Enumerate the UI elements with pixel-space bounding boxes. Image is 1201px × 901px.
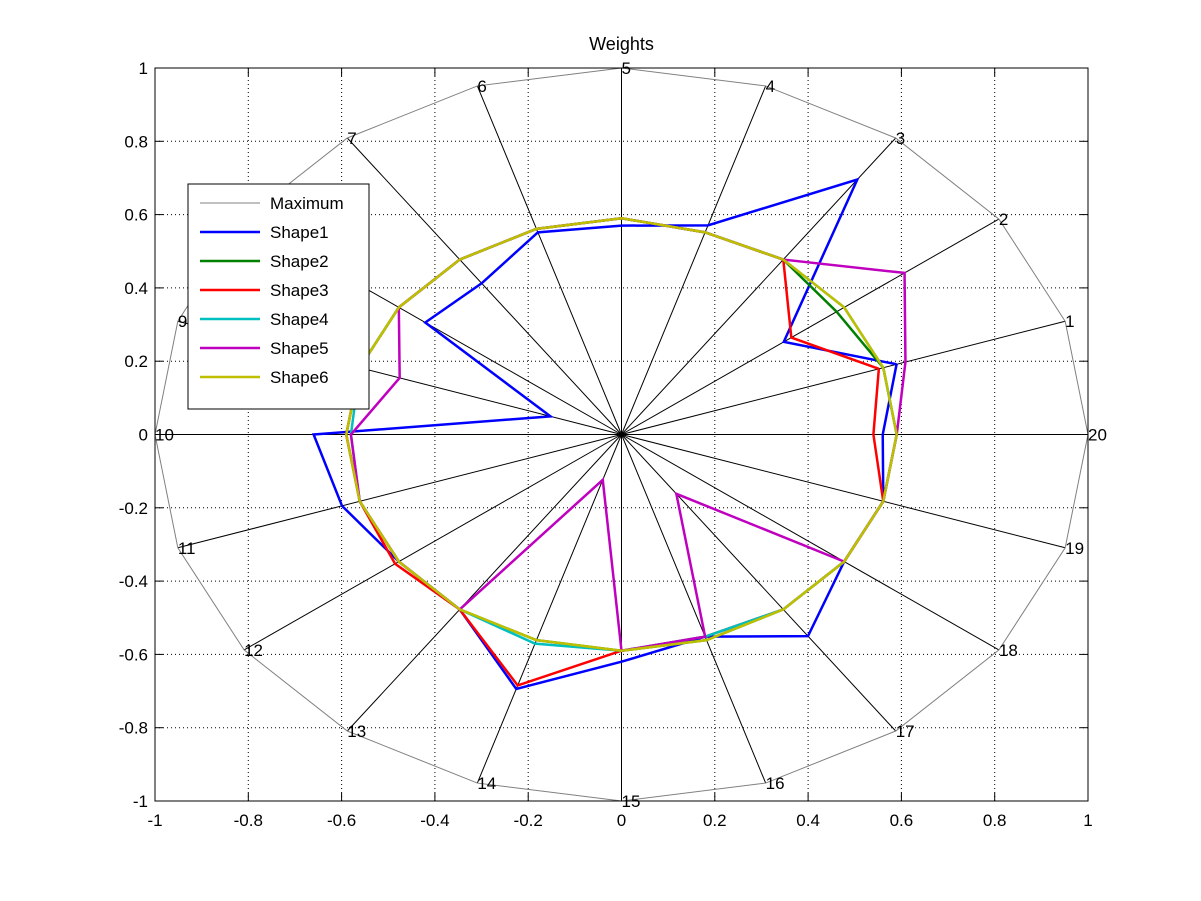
y-tick-label-2: -0.6 xyxy=(119,645,148,664)
spoke-label-7: 7 xyxy=(347,129,356,148)
spoke-13 xyxy=(346,434,622,732)
y-tick-label-6: 0.2 xyxy=(124,352,148,371)
spoke-label-6: 6 xyxy=(477,77,486,96)
spoke-label-11: 11 xyxy=(178,539,196,558)
x-tick-label-5: 0 xyxy=(617,811,626,830)
spoke-label-20: 20 xyxy=(1088,426,1107,445)
legend: Maximum Shape1 Shape2 Shape3 Shape4 Shape5 Sha… xyxy=(187,183,370,410)
spoke-18 xyxy=(621,434,1000,651)
spoke-16 xyxy=(621,434,767,784)
spoke-label-1: 1 xyxy=(1065,312,1074,331)
y-tick-label-3: -0.4 xyxy=(119,572,148,591)
x-axis-ticks: -1 -0.8 -0.6 -0.4 -0.2 0 0.2 0.4 0.6 0.8 1 xyxy=(147,68,1093,830)
legend-label-shape3: Shape3 xyxy=(270,281,329,300)
x-tick-label-1: -0.8 xyxy=(234,811,263,830)
spoke-label-3: 3 xyxy=(896,129,905,148)
x-tick-label-10: 1 xyxy=(1083,811,1092,830)
spoke-labels: 1234567891011121314151617181920 xyxy=(155,59,1107,811)
spoke-label-10: 10 xyxy=(155,426,174,445)
legend-label-shape2: Shape2 xyxy=(270,252,329,271)
y-tick-label-0: -1 xyxy=(133,792,148,811)
legend-label-shape1: Shape1 xyxy=(270,223,329,242)
legend-label-maximum: Maximum xyxy=(270,194,344,213)
spoke-12 xyxy=(243,434,622,651)
spoke-6 xyxy=(476,85,622,435)
plot-area: 1234567891011121314151617181920 xyxy=(154,59,1107,811)
y-tick-label-5: 0 xyxy=(139,426,148,445)
spoke-label-13: 13 xyxy=(347,722,366,741)
spoke-label-19: 19 xyxy=(1065,539,1084,558)
x-tick-label-9: 0.8 xyxy=(983,811,1007,830)
spoke-label-16: 16 xyxy=(766,774,785,793)
series-line-shape1 xyxy=(311,177,898,691)
series xyxy=(154,67,1089,802)
spoke-label-12: 12 xyxy=(244,641,263,660)
y-tick-label-10: 1 xyxy=(139,59,148,78)
spoke-label-17: 17 xyxy=(896,722,915,741)
y-tick-label-9: 0.8 xyxy=(124,132,148,151)
y-tick-label-8: 0.6 xyxy=(124,206,148,225)
x-tick-label-7: 0.4 xyxy=(796,811,820,830)
spoke-14 xyxy=(476,434,622,784)
legend-box xyxy=(187,183,370,410)
spoke-label-9: 9 xyxy=(178,312,187,331)
chart-title: Weights xyxy=(589,34,654,54)
spoke-label-2: 2 xyxy=(999,210,1008,229)
x-tick-label-2: -0.6 xyxy=(327,811,356,830)
spoke-7 xyxy=(346,137,622,435)
spoke-11 xyxy=(177,434,622,549)
y-axis-ticks: -1 -0.8 -0.6 -0.4 -0.2 0 0.2 0.4 0.6 0.8 1 xyxy=(119,59,1088,811)
y-tick-label-7: 0.4 xyxy=(124,279,148,298)
spoke-label-18: 18 xyxy=(999,641,1018,660)
y-tick-label-4: -0.2 xyxy=(119,499,148,518)
x-tick-label-0: -1 xyxy=(147,811,162,830)
legend-label-shape6: Shape6 xyxy=(270,368,329,387)
series-line-maximum xyxy=(154,67,1089,802)
legend-label-shape5: Shape5 xyxy=(270,339,329,358)
spoke-label-14: 14 xyxy=(477,774,496,793)
x-tick-label-4: -0.2 xyxy=(514,811,543,830)
spoke-1 xyxy=(621,320,1066,435)
series-line-shape6 xyxy=(344,217,899,652)
spoke-2 xyxy=(621,218,1000,435)
spoke-3 xyxy=(621,137,897,435)
x-tick-label-8: 0.6 xyxy=(890,811,914,830)
x-tick-label-3: -0.4 xyxy=(420,811,449,830)
spoke-label-4: 4 xyxy=(766,77,775,96)
legend-label-shape4: Shape4 xyxy=(270,310,329,329)
x-tick-label-6: 0.2 xyxy=(703,811,727,830)
spoke-19 xyxy=(621,434,1066,549)
spoke-4 xyxy=(621,85,767,435)
spoke-17 xyxy=(621,434,897,732)
y-tick-label-1: -0.8 xyxy=(119,719,148,738)
